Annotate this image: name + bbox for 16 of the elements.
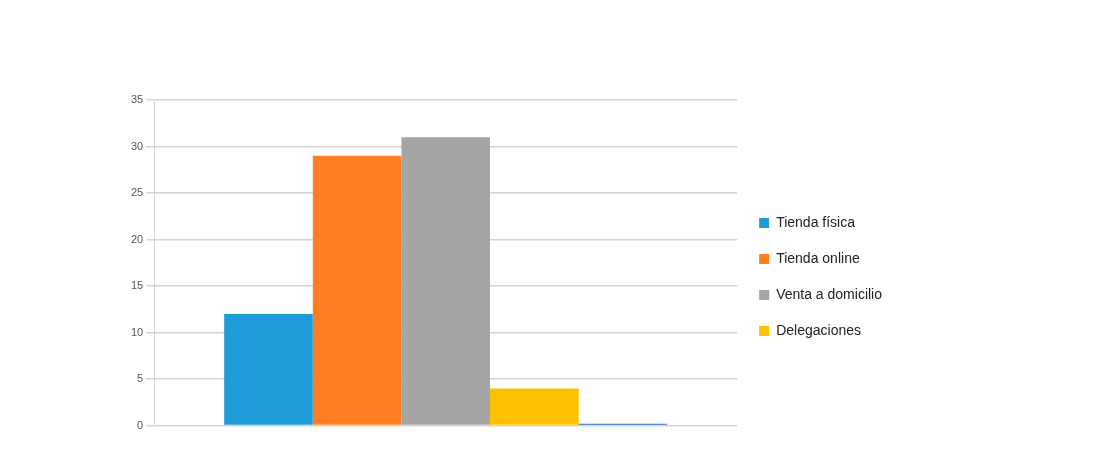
y-tick-label: 5 bbox=[137, 372, 144, 385]
bar bbox=[401, 137, 490, 425]
legend-label: Tienda online bbox=[776, 249, 860, 266]
y-tick-label: 20 bbox=[130, 232, 144, 245]
y-tick-label: 35 bbox=[130, 93, 144, 106]
legend-label: Delegaciones bbox=[776, 321, 861, 338]
bar bbox=[224, 313, 313, 425]
y-tick-label: 0 bbox=[137, 418, 144, 431]
y-tick-label: 15 bbox=[130, 279, 144, 292]
y-tick-label: 30 bbox=[130, 139, 144, 152]
legend-label: Tienda física bbox=[776, 213, 856, 230]
bar bbox=[490, 388, 579, 425]
y-tick-label: 10 bbox=[130, 325, 144, 338]
bar bbox=[312, 155, 402, 425]
legend-label: Venta a domicilio bbox=[776, 285, 883, 302]
y-tick-label: 25 bbox=[130, 186, 144, 199]
